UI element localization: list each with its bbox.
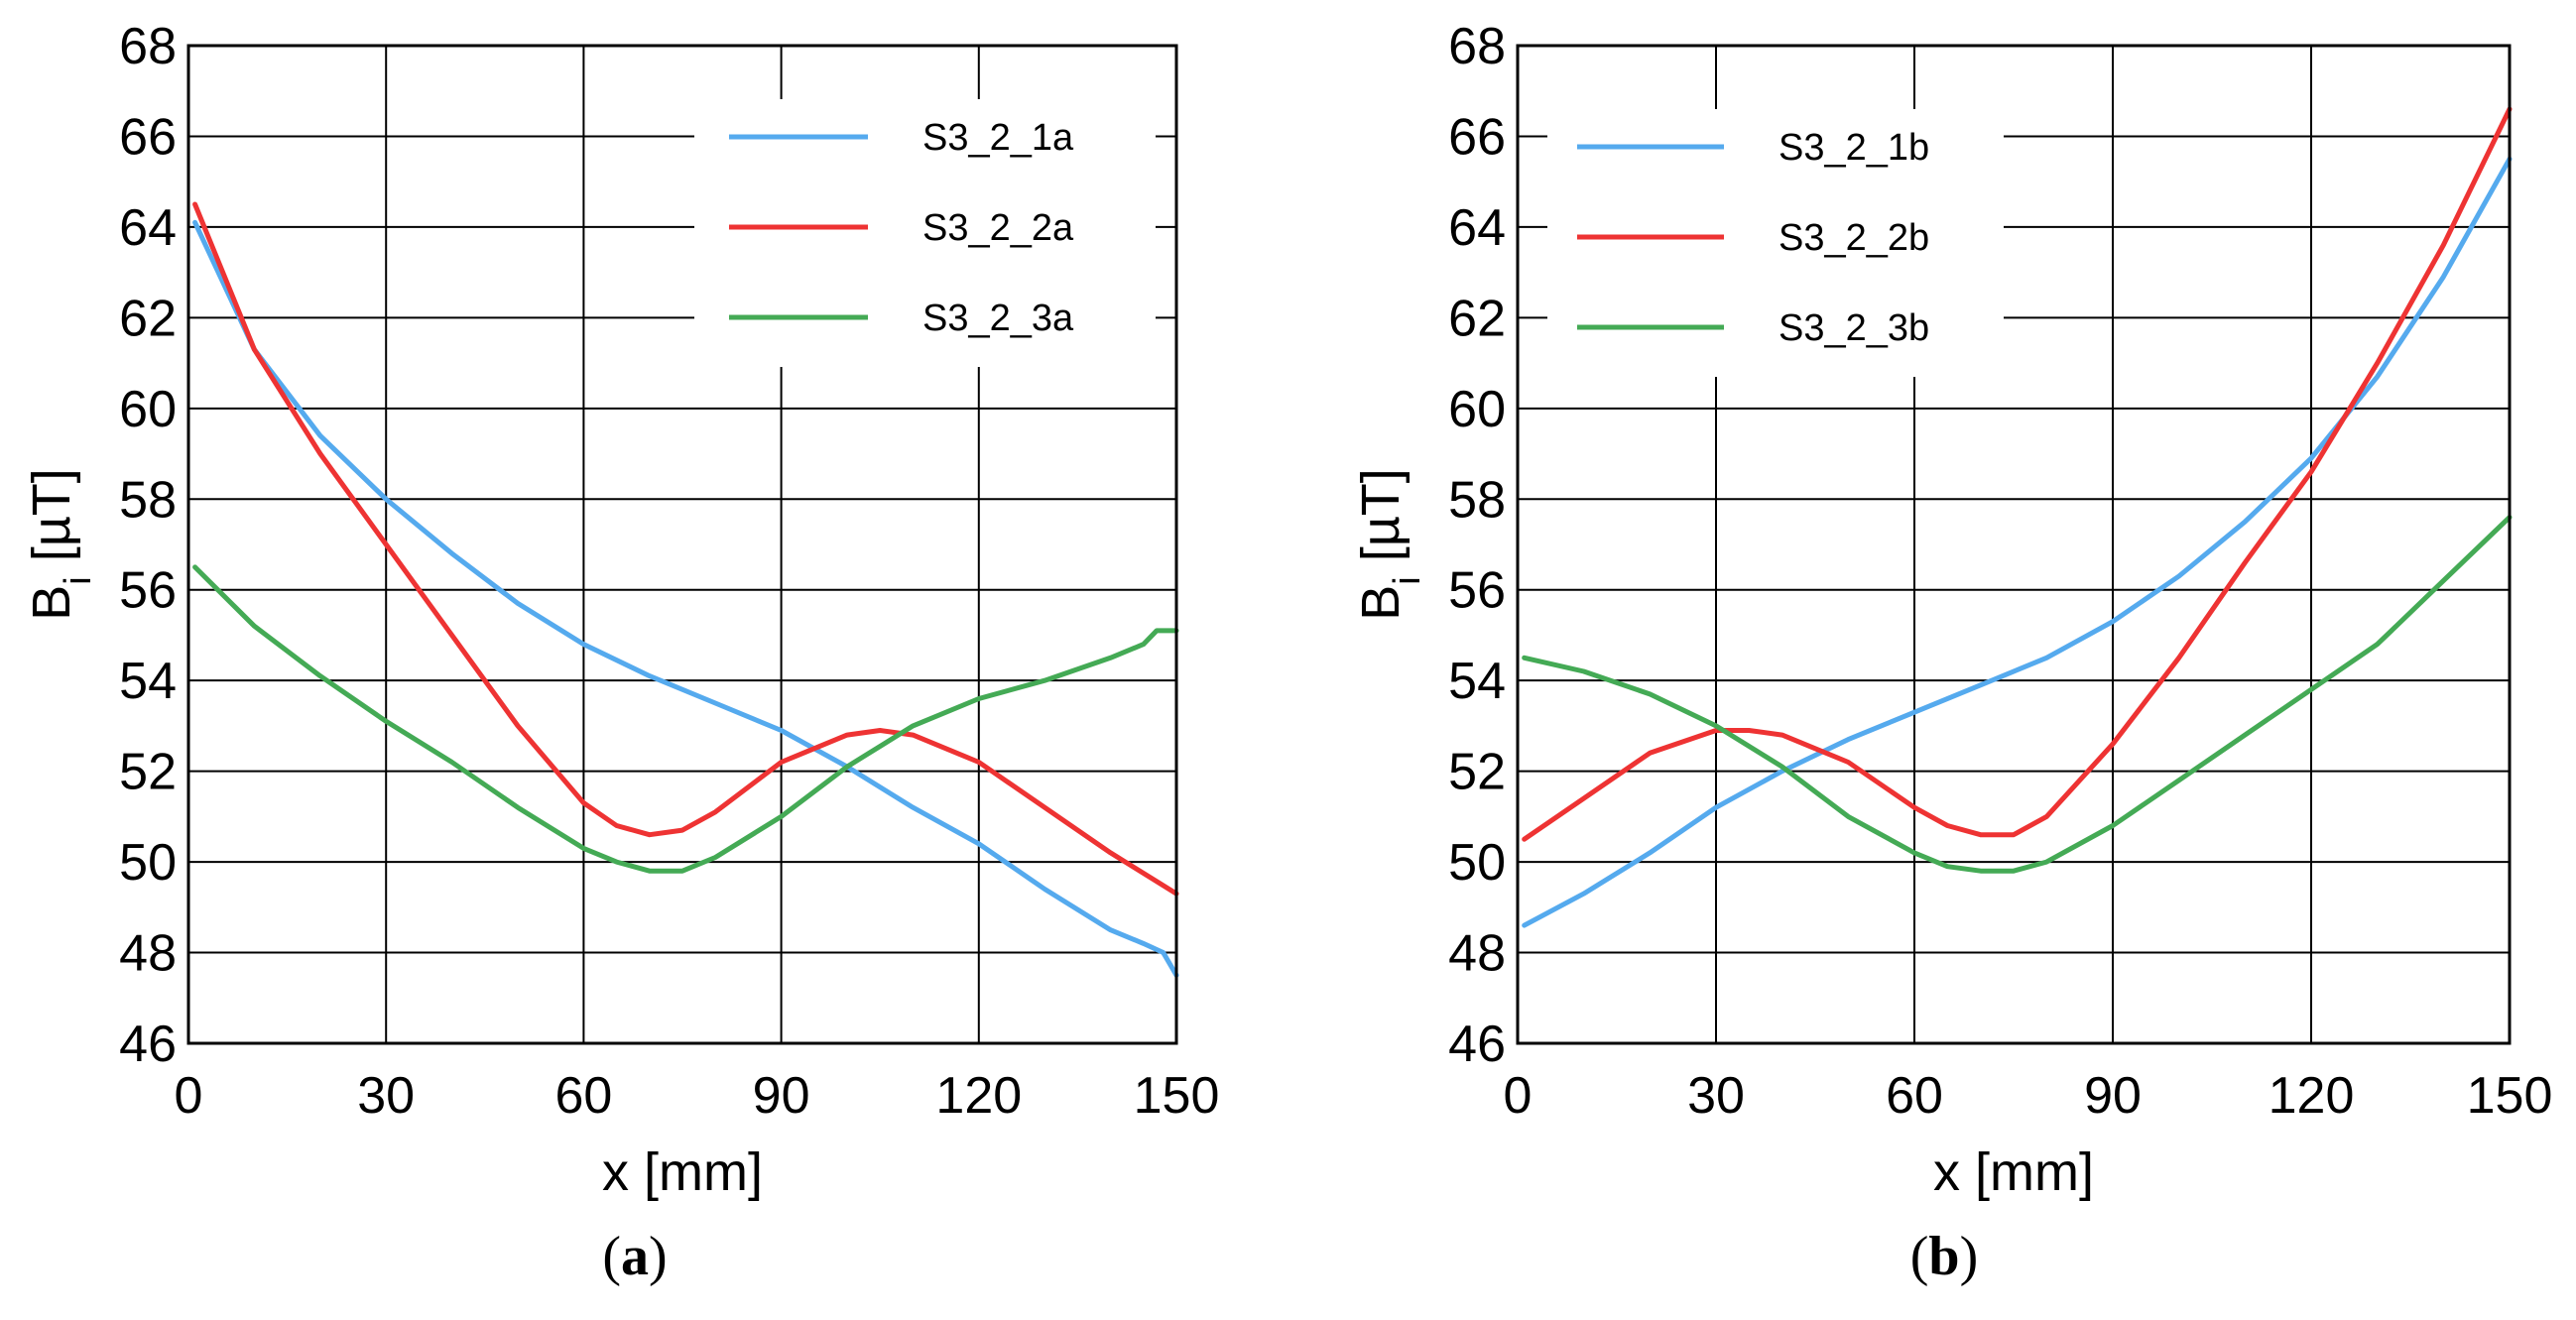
caption-letter: a (621, 1226, 649, 1287)
y-axis-label-main: B (1351, 585, 1411, 621)
x-tick-label: 30 (1687, 1067, 1745, 1125)
y-axis-label-main: B (22, 585, 81, 621)
legend: S3_2_1b S3_2_2b S3_2_3b (1547, 109, 2004, 377)
y-tick-label: 50 (1448, 834, 1506, 892)
x-tick-label: 90 (2084, 1067, 2142, 1125)
chart-panel-a: S3_2_1a S3_2_2a S3_2_3a 0 30 60 90 120 150 46 48 50… (22, 18, 1219, 1287)
x-tick-label: 120 (2269, 1067, 2355, 1125)
y-tick-label: 66 (1448, 108, 1506, 166)
series-line-S3_2_2b (1522, 106, 2513, 842)
y-tick-label: 58 (119, 471, 177, 529)
legend: S3_2_1a S3_2_2a S3_2_3a (694, 99, 1156, 367)
y-tick-label: 56 (1448, 562, 1506, 620)
chart-panel-b: S3_2_1b S3_2_2b S3_2_3b 0 30 60 90 120 150 46 48 50… (1351, 18, 2552, 1287)
y-tick-label: 60 (119, 381, 177, 438)
y-tick-label: 68 (119, 18, 177, 75)
x-tick-label: 60 (554, 1067, 612, 1125)
y-tick-label: 54 (1448, 653, 1506, 710)
y-tick-label: 46 (1448, 1016, 1506, 1073)
y-tick-label: 48 (119, 925, 177, 983)
caption-close: ) (649, 1226, 668, 1287)
x-axis-label: x [mm] (602, 1142, 763, 1202)
y-tick-label: 58 (1448, 471, 1506, 529)
legend-label: S3_2_3b (1779, 307, 1929, 349)
y-tick-label: 68 (1448, 18, 1506, 75)
series-line-S3_2_2a (192, 201, 1179, 897)
caption-letter: b (1928, 1226, 1959, 1287)
caption-open: ( (1910, 1226, 1929, 1287)
y-axis-label: Bi [µT] (22, 468, 99, 621)
panel-caption: (a) (602, 1226, 667, 1287)
y-tick-label: 62 (1448, 290, 1506, 347)
caption-open: ( (602, 1226, 621, 1287)
y-tick-label: 64 (1448, 199, 1506, 257)
caption-close: ) (1960, 1226, 1979, 1287)
x-tick-label: 0 (175, 1067, 203, 1125)
y-axis-label-subscript: i (58, 576, 99, 584)
y-tick-label: 52 (1448, 744, 1506, 801)
y-tick-label: 62 (119, 290, 177, 347)
x-tick-label: 60 (1886, 1067, 1943, 1125)
y-tick-label: 56 (119, 562, 177, 620)
series-line-S3_2_1a (192, 219, 1179, 978)
x-axis-label: x [mm] (1933, 1142, 2094, 1202)
legend-background (694, 99, 1156, 367)
y-tick-label: 48 (1448, 925, 1506, 983)
legend-label: S3_2_2b (1779, 217, 1929, 259)
panel-caption: (b) (1910, 1226, 1978, 1287)
legend-label: S3_2_3a (922, 298, 1074, 339)
x-tick-label: 0 (1504, 1067, 1533, 1125)
y-axis-label-unit: [µT] (1351, 468, 1411, 576)
y-tick-label: 64 (119, 199, 177, 257)
y-axis-label-unit: [µT] (22, 468, 81, 576)
plot-frame (1516, 44, 2512, 1045)
legend-label: S3_2_1a (922, 117, 1074, 159)
y-tick-label: 46 (119, 1016, 177, 1073)
y-tick-label: 52 (119, 744, 177, 801)
x-tick-label: 120 (935, 1067, 1022, 1125)
y-tick-label: 54 (119, 653, 177, 710)
series-line-S3_2_3a (192, 564, 1179, 874)
y-tick-label: 50 (119, 834, 177, 892)
y-tick-label: 66 (119, 108, 177, 166)
x-tick-label: 150 (2467, 1067, 2553, 1125)
legend-background (1547, 109, 2004, 377)
y-tick-label: 60 (1448, 381, 1506, 438)
plot-frame (186, 44, 1178, 1045)
series-line-S3_2_3b (1522, 515, 2513, 874)
y-axis-label: Bi [µT] (1351, 468, 1428, 621)
x-tick-label: 30 (357, 1067, 415, 1125)
y-axis-label-subscript: i (1387, 576, 1428, 584)
x-tick-label: 90 (753, 1067, 810, 1125)
legend-label: S3_2_1b (1779, 127, 1929, 169)
legend-label: S3_2_2a (922, 207, 1074, 249)
x-tick-label: 150 (1134, 1067, 1220, 1125)
